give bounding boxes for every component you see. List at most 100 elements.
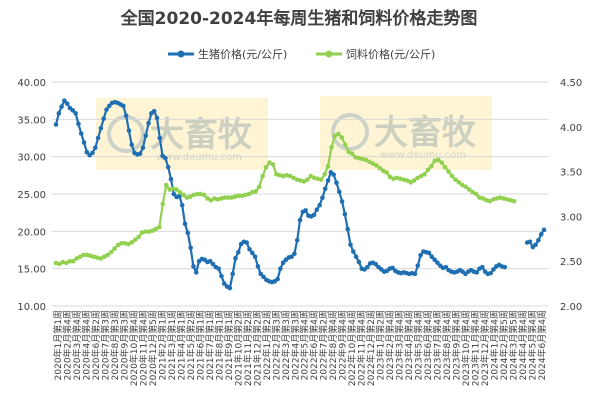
data-point xyxy=(207,258,213,264)
data-point xyxy=(81,252,86,258)
right-tick-label: 4.50 xyxy=(560,78,582,89)
data-point xyxy=(508,197,513,203)
data-point xyxy=(329,145,334,150)
data-point xyxy=(325,178,331,183)
data-point xyxy=(244,240,250,245)
x-tick-label: 2022年2月第3周 xyxy=(270,310,282,380)
data-point xyxy=(463,184,469,190)
data-point xyxy=(322,186,328,192)
x-tick-label: 2023年4月第4周 xyxy=(403,310,415,380)
data-point xyxy=(280,173,286,179)
data-point xyxy=(216,266,221,271)
data-point xyxy=(126,128,132,133)
data-point xyxy=(415,175,420,181)
series-feed xyxy=(53,131,517,267)
legend-label-feed: 饲料价格(元/公斤) xyxy=(346,47,435,61)
data-point xyxy=(104,107,109,112)
data-point xyxy=(291,175,296,181)
data-point xyxy=(411,178,417,183)
data-point xyxy=(394,175,400,181)
x-tick-label: 2020年4月第4周 xyxy=(80,310,92,380)
data-point xyxy=(305,177,310,182)
right-tick-label: 3.50 xyxy=(560,168,582,179)
data-point xyxy=(453,177,458,182)
data-point xyxy=(484,197,489,203)
grid xyxy=(52,81,548,307)
data-point xyxy=(275,276,280,282)
data-point xyxy=(350,249,356,254)
data-point xyxy=(353,254,359,260)
data-point xyxy=(78,131,84,136)
x-tick-label: 2023年3月第4周 xyxy=(394,310,406,380)
x-tick-label: 2023年11月第4周 xyxy=(470,310,482,386)
data-point xyxy=(168,176,174,182)
right-tick-label: 2.00 xyxy=(560,302,582,313)
x-tick-label: 2022年8月第4周 xyxy=(327,310,339,380)
x-tick-label: 2024年1月第4周 xyxy=(489,310,501,380)
data-point xyxy=(274,171,279,177)
x-tick-label: 2021年6月第1周 xyxy=(194,310,206,380)
x-tick-label: 2022年11月第4周 xyxy=(356,310,368,386)
data-point xyxy=(253,189,259,194)
data-point xyxy=(314,207,320,212)
data-point xyxy=(370,161,376,166)
x-tick-label: 2022年3月第3周 xyxy=(280,310,292,380)
data-point xyxy=(479,264,485,270)
data-point xyxy=(470,189,475,195)
right-tick-label: 2.50 xyxy=(560,257,582,268)
data-point xyxy=(332,133,338,139)
legend-item-feed: 饲料价格(元/公斤) xyxy=(316,47,435,61)
data-point xyxy=(331,172,336,177)
data-point xyxy=(167,187,172,192)
data-point xyxy=(74,256,79,261)
data-point xyxy=(153,226,159,232)
x-tick-label: 2023年10月第4周 xyxy=(460,310,472,386)
data-point xyxy=(280,260,286,265)
data-point xyxy=(267,160,272,165)
data-point xyxy=(284,172,290,178)
data-point xyxy=(171,191,177,197)
data-point xyxy=(146,120,151,126)
data-point xyxy=(287,173,293,179)
data-point xyxy=(384,170,389,175)
data-point xyxy=(143,229,148,234)
x-tick-label: 2023年12月第4周 xyxy=(479,310,491,386)
data-point xyxy=(218,196,224,201)
data-point xyxy=(210,261,216,267)
series-layer xyxy=(53,98,547,291)
data-point xyxy=(263,164,269,170)
data-point xyxy=(497,195,503,200)
data-point xyxy=(373,163,379,168)
data-point xyxy=(442,164,448,170)
data-point xyxy=(480,196,486,201)
data-point xyxy=(163,182,169,188)
left-axis-ticks: 10.00 15.00 20.00 25.00 30.00 35.00 40.00 xyxy=(17,78,46,313)
x-tick-label: 2021年8月第1周 xyxy=(213,310,225,380)
data-point xyxy=(311,175,317,181)
data-point xyxy=(477,195,482,200)
data-point xyxy=(205,196,210,201)
data-point xyxy=(339,135,345,140)
x-tick-label: 2023年8月第4周 xyxy=(441,310,453,380)
data-point xyxy=(412,271,418,277)
data-point xyxy=(261,274,266,280)
data-point xyxy=(64,260,69,266)
data-point xyxy=(191,264,196,269)
x-tick-label: 2024年3月第5周 xyxy=(508,310,520,380)
data-point xyxy=(81,140,87,145)
data-point xyxy=(165,164,171,170)
data-point xyxy=(502,264,508,270)
data-point xyxy=(435,157,441,163)
data-point xyxy=(225,195,231,200)
data-point xyxy=(538,232,544,237)
data-point xyxy=(64,101,70,106)
data-point xyxy=(356,259,362,265)
data-point xyxy=(511,198,517,204)
x-tick-label: 2022年4月第3周 xyxy=(289,310,301,380)
x-tick-label: 2023年1月第2周 xyxy=(375,310,387,380)
data-point xyxy=(422,171,427,177)
data-point xyxy=(278,266,283,271)
data-point xyxy=(198,191,203,197)
